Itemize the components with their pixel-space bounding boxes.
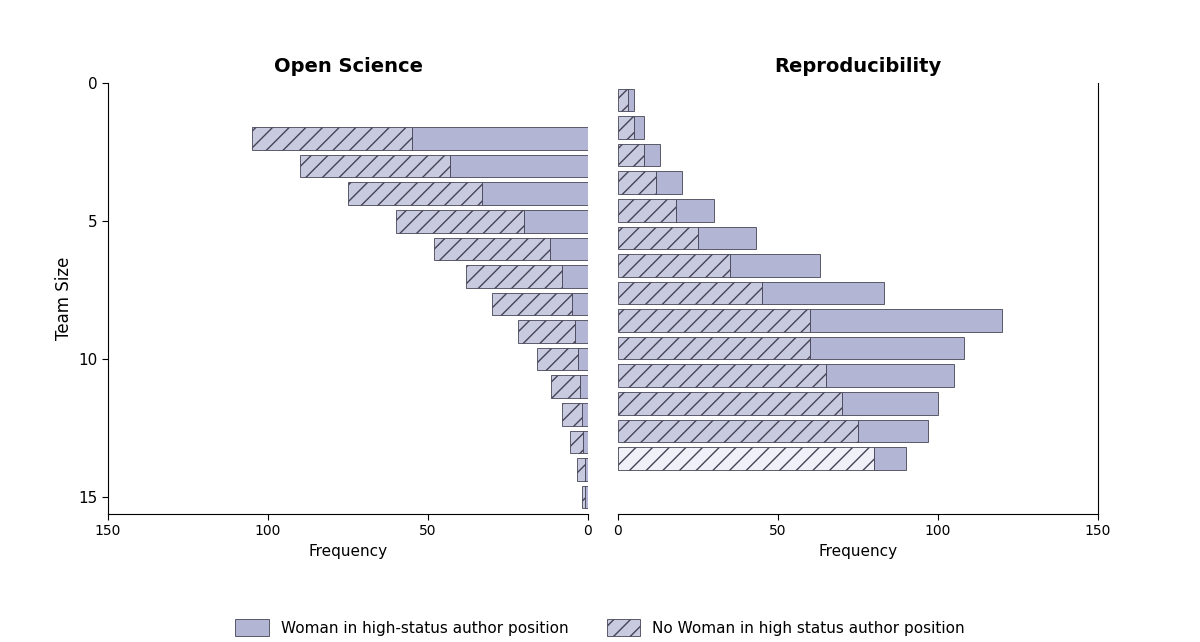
Bar — [618, 420, 858, 442]
Bar — [618, 89, 628, 111]
Bar — [396, 210, 524, 232]
Bar — [582, 486, 584, 508]
Bar — [550, 238, 588, 260]
Bar — [580, 376, 588, 398]
Bar — [618, 282, 762, 304]
Bar — [482, 182, 588, 205]
Bar — [300, 155, 450, 177]
Bar — [618, 309, 810, 332]
Bar — [618, 171, 656, 194]
Bar — [524, 210, 588, 232]
Bar — [348, 182, 482, 205]
Bar — [584, 458, 588, 481]
Bar — [467, 265, 563, 288]
Bar — [575, 320, 588, 343]
Bar — [762, 282, 883, 304]
Bar — [730, 254, 820, 277]
Y-axis label: Team Size: Team Size — [55, 257, 73, 340]
Bar — [578, 348, 588, 370]
Title: Reproducibility: Reproducibility — [774, 57, 942, 76]
Bar — [570, 431, 583, 453]
Bar — [583, 431, 588, 453]
Bar — [563, 265, 588, 288]
Legend: Woman in high-status author position, No Woman in high status author position: Woman in high-status author position, No… — [229, 613, 971, 642]
Bar — [434, 238, 550, 260]
X-axis label: Frequency: Frequency — [308, 544, 388, 559]
Bar — [517, 320, 575, 343]
Bar — [618, 337, 810, 360]
Bar — [618, 116, 634, 139]
Bar — [628, 89, 634, 111]
Bar — [618, 199, 676, 221]
Bar — [551, 376, 580, 398]
Title: Open Science: Open Science — [274, 57, 422, 76]
Bar — [450, 155, 588, 177]
Bar — [698, 227, 756, 249]
X-axis label: Frequency: Frequency — [818, 544, 898, 559]
Bar — [874, 447, 906, 470]
Bar — [676, 199, 714, 221]
Bar — [584, 486, 588, 508]
Bar — [582, 403, 588, 426]
Bar — [577, 458, 584, 481]
Bar — [810, 309, 1002, 332]
Bar — [536, 348, 578, 370]
Bar — [656, 171, 682, 194]
Bar — [643, 144, 660, 166]
Bar — [618, 227, 698, 249]
Bar — [842, 392, 938, 415]
Bar — [492, 293, 572, 315]
Bar — [412, 127, 588, 150]
Bar — [618, 365, 826, 387]
Bar — [826, 365, 954, 387]
Bar — [618, 447, 874, 470]
Bar — [810, 337, 964, 360]
Bar — [572, 293, 588, 315]
Bar — [858, 420, 929, 442]
Bar — [634, 116, 643, 139]
Bar — [618, 144, 643, 166]
Bar — [252, 127, 412, 150]
Bar — [563, 403, 582, 426]
Bar — [618, 392, 842, 415]
Bar — [618, 254, 730, 277]
